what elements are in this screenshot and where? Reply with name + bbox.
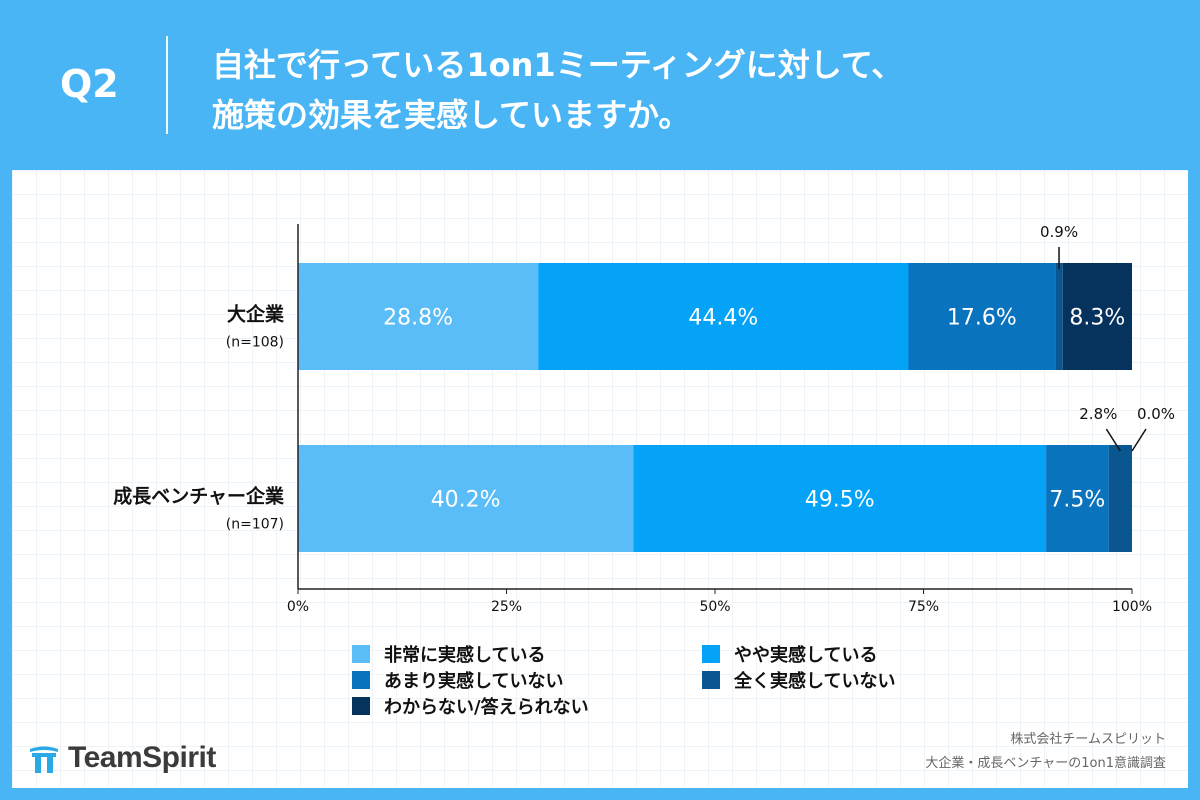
legend-label: 全く実感していない [734, 671, 896, 692]
bar-segment [298, 445, 634, 552]
legend-label: やや実感している [734, 645, 878, 666]
question-line-1: 自社で行っている1on1ミーティングに対して、 [212, 46, 904, 84]
bar-segment [1046, 445, 1109, 552]
chart-card: 28.8% 44.4% 17.6% 8.3% 0.9% 大企業 (n=108) 40.2% 49… [12, 170, 1188, 788]
question-title: 自社で行っている1on1ミーティングに対して、 施策の効果を実感していますか。 [212, 40, 1162, 140]
callout-value-label: 2.8% [1079, 405, 1117, 423]
bar-value-label: 28.8% [383, 306, 453, 331]
bar-segment [1108, 445, 1132, 552]
legend-swatch [352, 671, 370, 689]
bar-segment [1062, 263, 1132, 370]
stacked-bar-chart: 28.8% 44.4% 17.6% 8.3% 0.9% 大企業 (n=108) 40.2% 49… [113, 223, 1175, 615]
teamspirit-logo-icon [30, 746, 58, 773]
legend-swatch [702, 671, 720, 689]
legend-item-dont-know: わからない/答えられない [352, 694, 702, 718]
legend-item-strongly-feel: 非常に実感している [352, 642, 702, 666]
legend: 非常に実感している やや実感している あまり実感していない 全く実感していない … [352, 642, 992, 718]
legend-swatch [702, 645, 720, 663]
legend-item-not-much-feel: あまり実感していない [352, 668, 702, 692]
bar-value-label: 7.5% [1049, 488, 1105, 513]
source-note: 株式会社チームスピリット 大企業・成長ベンチャーの1on1意識調査 [925, 728, 1166, 776]
legend-label: あまり実感していない [384, 671, 564, 692]
bar-value-label: 40.2% [431, 488, 501, 513]
bar-segment [538, 263, 909, 370]
x-tick-label: 0% [287, 599, 309, 615]
legend-label: 非常に実感している [384, 645, 546, 666]
legend-label: わからない/答えられない [384, 697, 589, 718]
header: Q2 自社で行っている1on1ミーティングに対して、 施策の効果を実感しています… [0, 0, 1200, 170]
bar-segment [298, 263, 539, 370]
callout-line [1131, 428, 1147, 452]
x-tick-label: 50% [699, 599, 730, 615]
bar-value-label: 49.5% [805, 488, 875, 513]
question-line-2: 施策の効果を実感していますか。 [212, 96, 691, 134]
bar-value-label: 17.6% [947, 306, 1017, 331]
question-number: Q2 [60, 62, 119, 106]
category-sample-size: (n=108) [226, 335, 284, 351]
source-survey: 大企業・成長ベンチャーの1on1意識調査 [925, 756, 1166, 771]
legend-swatch [352, 645, 370, 663]
callout-line [1105, 428, 1121, 452]
callout-value-label: 0.0% [1137, 405, 1175, 423]
x-tick-label: 75% [908, 599, 939, 615]
source-company: 株式会社チームスピリット [1010, 732, 1166, 747]
legend-swatch [352, 697, 370, 715]
bar-segment [633, 445, 1047, 552]
teamspirit-logo: TeamSpirit [26, 738, 216, 778]
x-tick-label: 100% [1112, 599, 1152, 615]
bar-value-label: 44.4% [688, 306, 758, 331]
category-sample-size: (n=107) [226, 517, 284, 533]
category-label: 成長ベンチャー企業 [113, 485, 285, 508]
logo-text: TeamSpirit [68, 741, 216, 774]
header-divider [166, 36, 168, 134]
x-tick-label: 25% [491, 599, 522, 615]
legend-item-somewhat-feel: やや実感している [702, 642, 992, 666]
legend-item-not-feel-at-all: 全く実感していない [702, 668, 992, 692]
callout-value-label: 0.9% [1040, 223, 1078, 241]
bar-value-label: 8.3% [1069, 306, 1125, 331]
category-label: 大企業 [227, 303, 285, 326]
bar-segment [1055, 263, 1063, 370]
bar-segment [908, 263, 1056, 370]
